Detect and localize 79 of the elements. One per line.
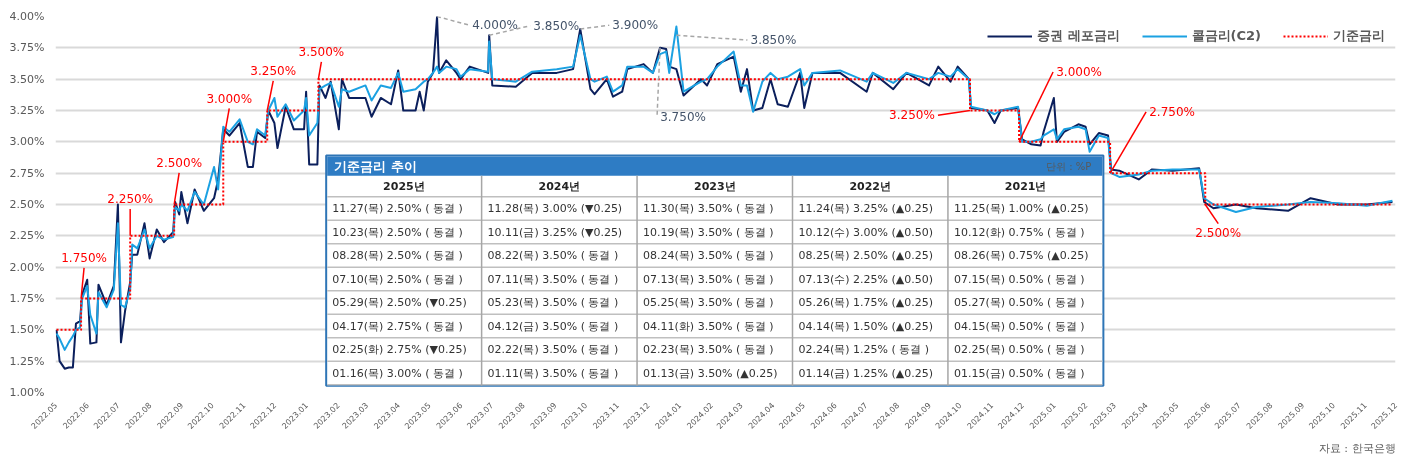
legend-label: 증권 레포금리 [1037, 27, 1120, 45]
annotation: 3.500% [298, 45, 345, 60]
legend-label: 콜금리(C2) [1191, 27, 1261, 45]
annotation: 04.15(목) 0.50% ( 동결 ) [953, 319, 1085, 333]
y-tick-label: 2.75% [9, 166, 45, 180]
annotation: 05.29(목) 2.50% (▼0.25) [332, 296, 467, 310]
annotation: 3.900% [612, 18, 659, 33]
annotation: 07.13(수) 2.25% (▲0.50) [798, 272, 934, 286]
y-tick-label: 3.00% [9, 135, 45, 149]
annotation: 10.23(목) 2.50% ( 동결 ) [332, 225, 463, 239]
annotation: 10.11(금) 3.25% (▼0.25) [487, 225, 623, 239]
annotation: 01.14(금) 1.25% (▲0.25) [798, 366, 934, 380]
annotation: 3.250% [889, 108, 935, 123]
annotation: 2.500% [156, 156, 203, 171]
annotation: 01.16(목) 3.00% ( 동결 ) [332, 366, 463, 380]
y-tick-label: 4.00% [9, 10, 45, 23]
annotation: 05.23(목) 3.50% ( 동결 ) [487, 296, 619, 310]
y-tick-label: 3.50% [9, 72, 45, 86]
annotation: 04.11(화) 3.50% ( 동결 ) [643, 319, 774, 333]
annotation: 10.12(수) 3.00% (▲0.50) [798, 225, 934, 239]
annotation: 01.13(금) 3.50% (▲0.25) [643, 366, 778, 380]
annotation: 02.25(목) 0.50% ( 동결 ) [953, 343, 1085, 357]
y-tick-label: 2.25% [9, 229, 45, 243]
annotation: 08.22(목) 3.50% ( 동결 ) [487, 249, 619, 263]
annotation: 08.25(목) 2.50% (▲0.25) [798, 249, 934, 263]
annotation: 07.13(목) 3.50% ( 동결 ) [643, 272, 774, 286]
annotation: 04.12(금) 3.50% ( 동결 ) [487, 319, 619, 333]
annotation: 11.28(목) 3.00% (▼0.25) [487, 202, 623, 216]
annotation: 2025년 [383, 179, 425, 193]
annotation: 02.25(화) 2.75% (▼0.25) [332, 343, 467, 357]
annotation: 11.27(목) 2.50% ( 동결 ) [332, 202, 463, 216]
annotation: 08.28(목) 2.50% ( 동결 ) [332, 249, 463, 263]
annotation: 11.30(목) 3.50% ( 동결 ) [643, 202, 774, 216]
text: 자료 : 한국은행 [1318, 441, 1396, 455]
annotation: 2021년 [1004, 179, 1047, 193]
annotation: 단위 : %P [1046, 160, 1092, 172]
annotation: 02.23(목) 3.50% ( 동결 ) [643, 343, 774, 357]
annotation: 05.25(목) 3.50% ( 동결 ) [643, 296, 774, 310]
annotation: 기준금리 추이 [334, 158, 417, 174]
annotation: 08.24(목) 3.50% ( 동결 ) [643, 249, 774, 263]
annotation: 2.500% [1195, 226, 1242, 241]
annotation: 3.750% [660, 109, 706, 124]
y-tick-label: 3.75% [9, 41, 45, 55]
y-tick-label: 1.50% [9, 323, 45, 337]
annotation: 10.19(목) 3.50% ( 동결 ) [643, 225, 774, 239]
annotation: 2022년 [849, 179, 892, 193]
annotation: 3.000% [206, 91, 253, 106]
annotation: 1.750% [61, 251, 107, 266]
annotation: 08.26(목) 0.75% (▲0.25) [953, 249, 1089, 263]
annotation: 02.22(목) 3.50% ( 동결 ) [487, 343, 619, 357]
y-tick-label: 1.75% [9, 292, 45, 305]
annotation: 04.17(목) 2.75% ( 동결 ) [332, 319, 463, 333]
annotation: 4.000% [472, 18, 518, 33]
y-tick-label: 3.25% [9, 104, 45, 117]
y-tick-label: 2.50% [9, 198, 45, 211]
annotation: 01.11(목) 3.50% ( 동결 ) [487, 366, 619, 380]
annotation: 2023년 [693, 179, 736, 193]
annotation: 07.11(목) 3.50% ( 동결 ) [487, 272, 619, 286]
annotation: 3.850% [750, 33, 797, 48]
annotation: 3.000% [1056, 64, 1102, 79]
annotation: 2.750% [1149, 104, 1195, 119]
annotation: 2.250% [107, 192, 154, 207]
y-tick-label: 1.00% [9, 386, 45, 399]
legend-label: 기준금리 [1333, 27, 1385, 45]
annotation: 02.24(목) 1.25% ( 동결 ) [798, 343, 930, 357]
y-tick-label: 1.25% [9, 354, 45, 368]
annotation: 11.25(목) 1.00% (▲0.25) [953, 202, 1089, 216]
annotation: 04.14(목) 1.50% (▲0.25) [798, 319, 934, 333]
annotation: 3.850% [533, 18, 580, 33]
annotation: 2024년 [538, 179, 581, 193]
annotation: 01.15(금) 0.50% ( 동결 ) [953, 366, 1085, 380]
annotation: 3.250% [250, 64, 297, 79]
annotation: 07.10(목) 2.50% ( 동결 ) [332, 272, 463, 286]
annotation: 07.15(목) 0.50% ( 동결 ) [953, 272, 1085, 286]
annotation: 05.26(목) 1.75% (▲0.25) [798, 296, 934, 310]
annotation: 10.12(화) 0.75% ( 동결 ) [953, 225, 1085, 239]
annotation: 05.27(목) 0.50% ( 동결 ) [953, 296, 1085, 310]
y-tick-label: 2.00% [9, 260, 45, 274]
annotation: 11.24(목) 3.25% (▲0.25) [798, 202, 934, 216]
